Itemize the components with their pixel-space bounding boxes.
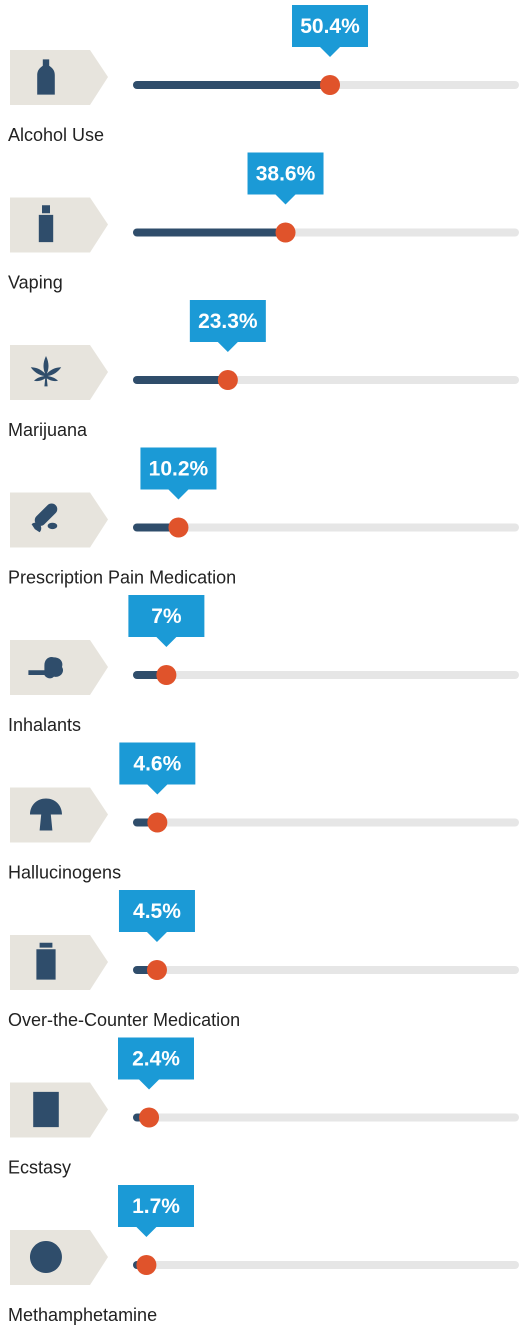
category-label: Hallucinogens — [8, 863, 121, 883]
value-label: 10.2% — [149, 458, 209, 481]
row: Over-the-Counter Medication 4.5% — [8, 890, 519, 1030]
category-label: Ecstasy — [8, 1158, 71, 1178]
track — [133, 1261, 519, 1269]
icon-box — [10, 492, 108, 548]
value-label: 1.7% — [132, 1195, 180, 1218]
row: Vaping 38.6% — [8, 152, 519, 293]
icon — [36, 942, 56, 980]
icon — [37, 59, 55, 95]
dot — [320, 75, 341, 95]
category-label: Over-the-Counter Medication — [8, 1010, 240, 1030]
category-label: Alcohol Use — [8, 125, 104, 145]
dot — [168, 517, 189, 538]
callout — [128, 595, 205, 647]
track — [133, 1113, 519, 1122]
icon — [28, 656, 64, 679]
row: Methamphetamine 1.7% — [8, 1185, 519, 1325]
track — [133, 523, 519, 532]
bar — [133, 81, 331, 89]
track — [133, 818, 519, 827]
icon — [30, 798, 62, 831]
row: Alcohol Use 50.4% — [8, 5, 519, 145]
callout — [140, 447, 217, 500]
value-label: 4.5% — [133, 900, 181, 923]
callout — [292, 5, 369, 57]
value-label: 50.4% — [300, 15, 360, 38]
icon-box — [10, 50, 108, 105]
category-label: Marijuana — [8, 420, 88, 440]
value-label: 4.6% — [133, 753, 181, 776]
value-label: 2.4% — [132, 1048, 180, 1071]
bar — [133, 228, 286, 237]
callout — [118, 1185, 194, 1237]
callout — [118, 1037, 194, 1090]
category-label: Prescription Pain Medication — [8, 568, 236, 588]
icon — [33, 1091, 59, 1128]
row: Prescription Pain Medication 10.2% — [8, 447, 519, 588]
icon-box — [10, 787, 108, 843]
bar — [133, 376, 228, 384]
track — [133, 966, 519, 974]
icon — [30, 356, 62, 387]
icon — [31, 503, 58, 533]
row: Hallucinogens 4.6% — [8, 742, 519, 883]
icon — [38, 205, 54, 243]
callout — [189, 300, 266, 352]
value-label: 7% — [151, 605, 182, 628]
bar — [133, 523, 179, 532]
icon-box — [10, 935, 108, 990]
icon-box — [10, 345, 108, 400]
value-label: 38.6% — [256, 163, 316, 186]
dot — [146, 960, 167, 980]
category-label: Vaping — [8, 273, 63, 293]
track — [133, 671, 519, 679]
icon-box — [10, 1082, 108, 1138]
icon — [29, 1241, 62, 1273]
category-label: Methamphetamine — [8, 1305, 157, 1325]
dot — [136, 1255, 157, 1275]
dot — [275, 222, 296, 243]
callout — [118, 890, 195, 942]
dot — [147, 812, 168, 833]
category-label: Inhalants — [8, 715, 81, 735]
callout — [119, 742, 196, 795]
value-label: 23.3% — [198, 310, 258, 333]
row: Ecstasy 2.4% — [8, 1037, 519, 1178]
dot — [139, 1107, 160, 1128]
row: Marijuana 23.3% — [8, 300, 519, 440]
row: Inhalants 7% — [8, 595, 519, 735]
dot — [217, 370, 238, 390]
callout — [247, 152, 324, 205]
dot — [156, 665, 177, 685]
icon-box — [10, 197, 108, 253]
